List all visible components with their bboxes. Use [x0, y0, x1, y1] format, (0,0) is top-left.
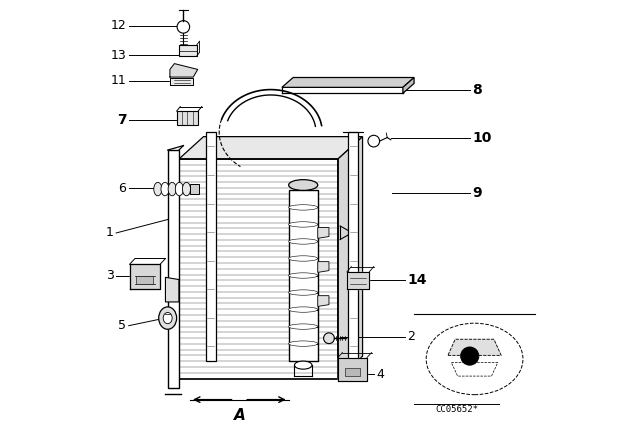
Polygon shape [347, 272, 369, 289]
Ellipse shape [294, 361, 312, 369]
Polygon shape [338, 137, 363, 379]
Text: 10: 10 [472, 130, 492, 145]
Ellipse shape [154, 182, 162, 196]
Text: 3: 3 [106, 269, 114, 282]
Text: CC05652*: CC05652* [435, 405, 478, 414]
Ellipse shape [168, 182, 176, 196]
Bar [177, 111, 198, 125]
Text: 8: 8 [472, 82, 482, 97]
Bar [345, 368, 360, 376]
Ellipse shape [289, 273, 318, 278]
Polygon shape [206, 132, 216, 361]
Text: 6: 6 [118, 181, 127, 195]
Text: 1: 1 [106, 226, 114, 240]
Ellipse shape [289, 290, 318, 295]
Ellipse shape [289, 324, 318, 329]
Polygon shape [130, 264, 160, 289]
Bar [136, 276, 154, 284]
Polygon shape [170, 78, 193, 85]
Bar [190, 184, 199, 194]
Polygon shape [317, 228, 329, 238]
Text: 5: 5 [118, 319, 127, 332]
Bar [179, 159, 338, 379]
Text: 12: 12 [111, 19, 127, 33]
Bar [289, 190, 317, 361]
Polygon shape [168, 150, 179, 388]
Text: 13: 13 [111, 48, 127, 62]
Polygon shape [170, 64, 198, 77]
Polygon shape [338, 358, 367, 381]
Polygon shape [179, 137, 363, 159]
Text: A: A [234, 408, 245, 422]
Ellipse shape [182, 182, 191, 196]
Polygon shape [165, 277, 179, 302]
Text: 4: 4 [376, 367, 384, 381]
Ellipse shape [175, 182, 184, 196]
Polygon shape [348, 132, 358, 361]
Polygon shape [448, 339, 501, 355]
Text: 14: 14 [407, 273, 427, 288]
Ellipse shape [289, 256, 318, 261]
Ellipse shape [289, 341, 318, 346]
Circle shape [368, 135, 380, 147]
Polygon shape [317, 262, 329, 272]
Ellipse shape [289, 205, 318, 210]
Ellipse shape [163, 313, 172, 323]
Text: 11: 11 [111, 74, 127, 87]
Circle shape [461, 347, 479, 365]
Ellipse shape [289, 307, 318, 312]
Bar [179, 45, 197, 56]
Bar [179, 159, 338, 379]
Ellipse shape [289, 239, 318, 244]
Polygon shape [317, 296, 329, 306]
Ellipse shape [289, 180, 318, 190]
Text: 7: 7 [117, 112, 127, 127]
Ellipse shape [289, 222, 318, 227]
Circle shape [324, 333, 334, 344]
Polygon shape [403, 78, 414, 93]
Text: 9: 9 [472, 185, 482, 200]
Ellipse shape [159, 307, 177, 329]
Ellipse shape [426, 323, 523, 395]
Text: 2: 2 [407, 330, 415, 344]
Ellipse shape [161, 182, 169, 196]
Polygon shape [282, 78, 414, 87]
Circle shape [177, 21, 189, 33]
